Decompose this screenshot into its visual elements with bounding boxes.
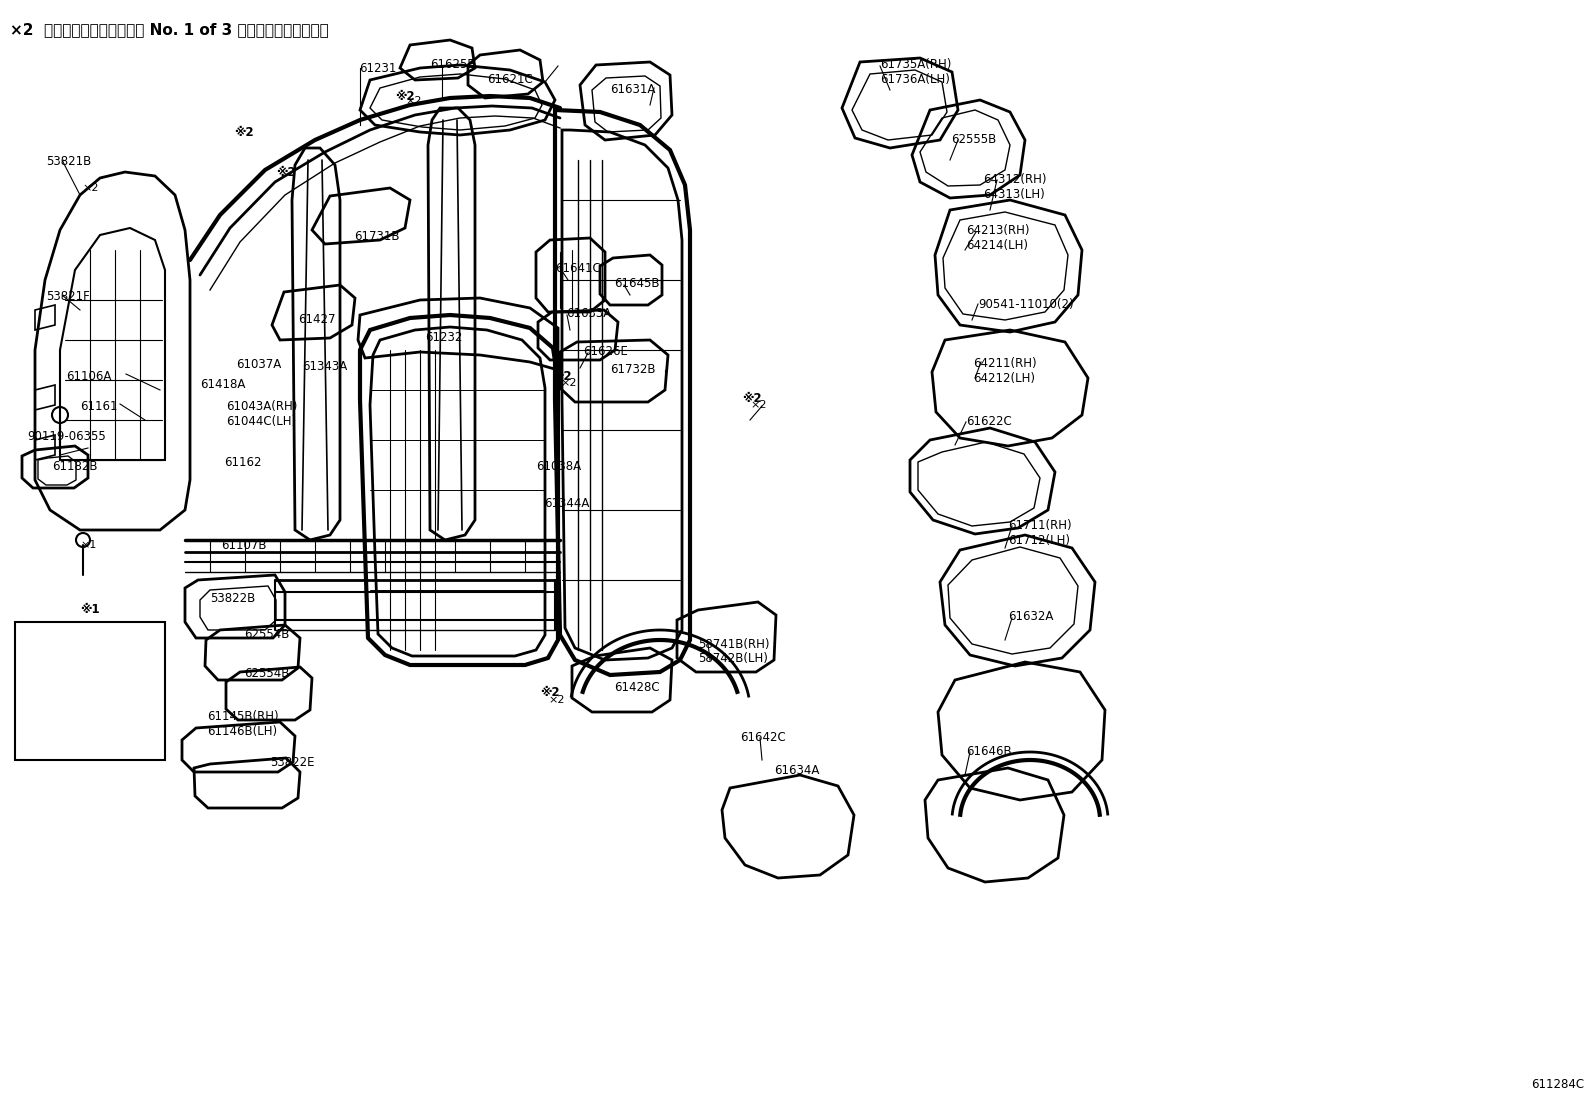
Text: 61712(LH): 61712(LH) — [1008, 534, 1070, 547]
Text: ※2: ※2 — [234, 126, 253, 140]
Text: ×1: ×1 — [80, 540, 97, 550]
Text: 61043A(RH): 61043A(RH) — [226, 400, 298, 413]
Text: 61343A: 61343A — [302, 360, 347, 373]
Text: ×2: ×2 — [83, 184, 99, 193]
Text: 58741B(RH): 58741B(RH) — [697, 639, 769, 651]
Text: 53822B: 53822B — [210, 592, 255, 606]
Text: 61736A(LH): 61736A(LH) — [880, 73, 950, 86]
Text: 61038A: 61038A — [537, 460, 581, 473]
Text: 53821B: 53821B — [46, 155, 91, 168]
Text: 61632A: 61632A — [1008, 610, 1054, 623]
Text: ø22: ø22 — [131, 714, 151, 724]
Text: ※1: ※1 — [80, 603, 100, 617]
Text: ※2: ※2 — [552, 369, 572, 382]
Text: ※2: ※2 — [742, 391, 763, 404]
Text: 64211(RH): 64211(RH) — [973, 357, 1036, 370]
Text: 64313(LH): 64313(LH) — [982, 188, 1044, 201]
Text: 64312(RH): 64312(RH) — [982, 173, 1046, 186]
Text: 90541-11010(2): 90541-11010(2) — [977, 298, 1073, 311]
Text: 62554B: 62554B — [244, 667, 290, 680]
Text: 61182B: 61182B — [53, 460, 97, 473]
Bar — [14, 622, 166, 761]
Text: 61622C: 61622C — [966, 415, 1013, 428]
Text: 61646B: 61646B — [966, 745, 1011, 758]
Text: 61642C: 61642C — [740, 731, 786, 744]
Polygon shape — [48, 639, 64, 658]
Text: 61711(RH): 61711(RH) — [1008, 519, 1071, 532]
Text: 90179-08200(2): 90179-08200(2) — [14, 740, 105, 750]
Text: 58742B(LH): 58742B(LH) — [697, 652, 767, 665]
Text: 61645B: 61645B — [615, 277, 659, 290]
Text: 61037A: 61037A — [236, 358, 282, 371]
Text: 61625E: 61625E — [430, 58, 474, 71]
Text: ※2: ※2 — [540, 686, 560, 699]
Text: 61418A: 61418A — [201, 378, 245, 391]
Text: 61232: 61232 — [425, 331, 462, 344]
Text: 61428C: 61428C — [615, 681, 659, 693]
Text: 61162: 61162 — [224, 456, 261, 469]
Text: 611284C: 611284C — [1532, 1078, 1584, 1091]
Text: 61641C: 61641C — [556, 262, 600, 275]
Text: 61161: 61161 — [80, 400, 118, 413]
Text: ※2: ※2 — [395, 90, 416, 103]
Text: ×2: ×2 — [404, 96, 422, 106]
Text: 64213(RH): 64213(RH) — [966, 224, 1030, 237]
Text: 61106A: 61106A — [65, 370, 111, 382]
Text: 61145B(RH): 61145B(RH) — [207, 710, 279, 723]
Text: 90119-06355: 90119-06355 — [27, 430, 105, 443]
Text: 62554B: 62554B — [244, 628, 290, 641]
Text: 53821F: 53821F — [46, 290, 89, 303]
Text: ×2  アウタパネルはイラスト No. 1 of 3 を参照してください。: ×2 アウタパネルはイラスト No. 1 of 3 を参照してください。 — [10, 22, 330, 37]
Text: ×2: ×2 — [548, 695, 565, 704]
Text: ×1: ×1 — [115, 622, 132, 632]
Text: 61231: 61231 — [360, 62, 396, 75]
Text: 61735A(RH): 61735A(RH) — [880, 58, 952, 71]
Text: 53822E: 53822E — [271, 756, 315, 769]
Text: 61631A: 61631A — [610, 84, 656, 96]
Text: 61731B: 61731B — [353, 230, 400, 243]
Text: 61621C: 61621C — [487, 73, 533, 86]
Text: 64214(LH): 64214(LH) — [966, 238, 1028, 252]
Text: ø18: ø18 — [131, 648, 151, 658]
Text: 62555B: 62555B — [950, 133, 997, 146]
Text: 61732B: 61732B — [610, 363, 656, 376]
Text: 90179-08068(2): 90179-08068(2) — [14, 677, 105, 687]
Text: 61107B: 61107B — [221, 539, 266, 552]
Text: 61626E: 61626E — [583, 345, 627, 358]
Text: 61634A: 61634A — [774, 764, 820, 777]
Text: ※2: ※2 — [275, 167, 296, 179]
Text: ×2: ×2 — [560, 378, 576, 388]
Text: 61044C(LH): 61044C(LH) — [226, 415, 296, 428]
Text: 61146B(LH): 61146B(LH) — [207, 725, 277, 739]
Text: ×2: ×2 — [750, 400, 766, 410]
Text: 61427: 61427 — [298, 313, 336, 326]
Text: 64212(LH): 64212(LH) — [973, 371, 1035, 385]
Text: 61633A: 61633A — [567, 307, 611, 320]
Text: 61344A: 61344A — [544, 497, 589, 510]
